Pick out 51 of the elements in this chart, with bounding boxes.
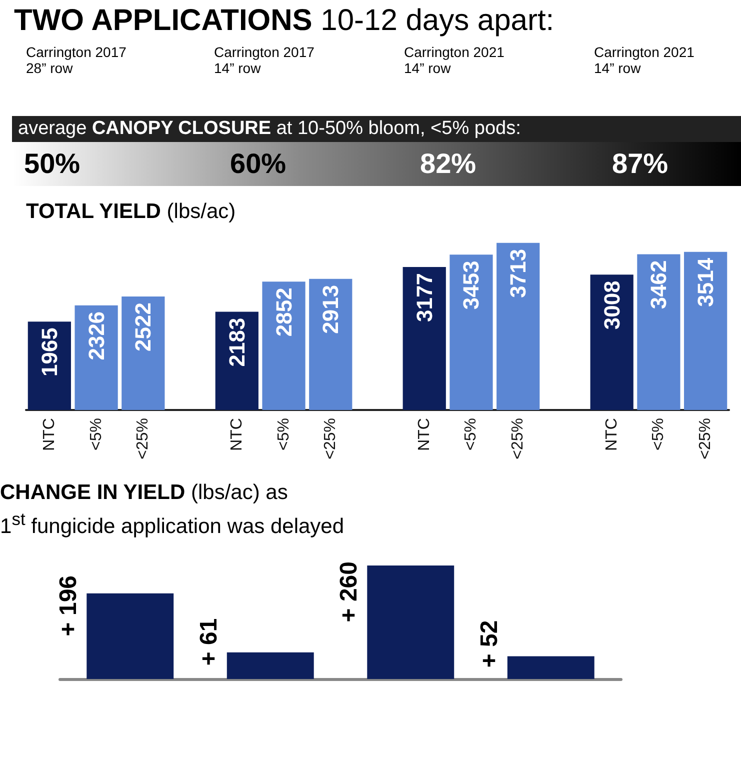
chart-title: CHANGE IN YIELD (lbs/ac) as 1$^{st}$ fungicide application was delayed xyxy=(0,481,344,538)
data-label: 2852 xyxy=(271,288,296,337)
data-label: 3514 xyxy=(693,257,718,307)
x-tick-label: <5% xyxy=(275,418,292,450)
x-tick-label: <5% xyxy=(650,418,668,450)
text: Carrington 2017 28” row xyxy=(26,44,126,76)
text: Carrington 2021 14” row xyxy=(594,44,694,76)
bar xyxy=(507,656,594,679)
x-tick-label: NTC xyxy=(228,418,246,451)
bar xyxy=(496,242,540,410)
chart-title: TWO APPLICATIONS 10-12 days apart: xyxy=(14,4,556,38)
data-label: 2326 xyxy=(84,311,109,360)
data-label: 2522 xyxy=(130,302,156,352)
data-label: + 260 xyxy=(336,562,363,622)
x-tick-label: <25% xyxy=(510,418,527,460)
data-label: 1965 xyxy=(36,328,62,377)
bar xyxy=(309,278,352,410)
data-label: 3177 xyxy=(412,273,437,322)
text: Carrington 2017 14” row xyxy=(214,44,314,76)
bar xyxy=(450,254,493,410)
data-label: 3453 xyxy=(458,260,484,310)
x-tick-label: <25% xyxy=(134,418,152,460)
x-tick-label: <25% xyxy=(322,418,340,460)
data-label: + 52 xyxy=(476,620,503,668)
bar xyxy=(367,565,454,679)
bar xyxy=(86,593,174,679)
data-label: + 61 xyxy=(195,618,222,666)
x-tick-label: <5% xyxy=(88,418,105,450)
bar xyxy=(402,267,446,410)
bar xyxy=(226,652,314,679)
data-label: 3462 xyxy=(646,260,672,310)
bar xyxy=(215,312,258,410)
data-label: 3008 xyxy=(599,280,624,330)
bar xyxy=(74,305,118,410)
x-tick-label: <5% xyxy=(462,418,480,450)
bar xyxy=(590,274,634,410)
text: Carrington 2021 14” row xyxy=(404,44,504,76)
bar xyxy=(637,254,680,410)
x-tick-label: NTC xyxy=(40,418,58,451)
x-tick-label: <25% xyxy=(697,418,714,460)
bar xyxy=(122,296,165,410)
y-axis-title: TOTAL YIELD (lbs/ac) xyxy=(26,200,237,224)
data-label: 2183 xyxy=(224,318,250,367)
shaded-strip: average CANOPY CLOSURE at 10-50% bloom, <5% pods: 50% 60% 82% 87% xyxy=(12,116,741,186)
data-label: 2913 xyxy=(318,284,344,334)
bar xyxy=(262,282,306,410)
data-label: 3713 xyxy=(506,248,531,298)
x-tick-label: NTC xyxy=(603,418,620,451)
x-tick-label: NTC xyxy=(416,418,433,451)
data-label: + 196 xyxy=(55,575,82,636)
bar xyxy=(684,252,728,410)
